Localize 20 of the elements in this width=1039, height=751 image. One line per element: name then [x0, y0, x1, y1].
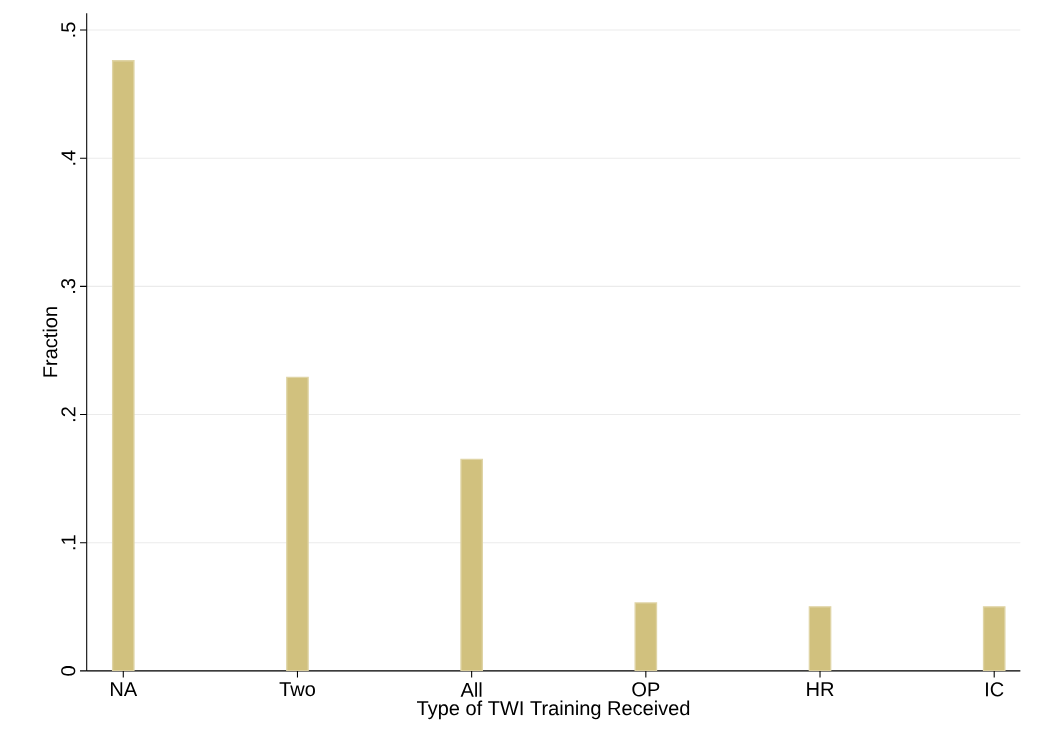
x-tick-label: All — [460, 682, 482, 697]
bar — [634, 602, 658, 671]
y-tick-label: 0 — [61, 666, 76, 676]
y-tick-label: .1 — [61, 535, 76, 550]
bar — [808, 606, 832, 671]
y-tick-label: .4 — [61, 150, 76, 165]
x-tick-label: HR — [807, 682, 834, 697]
bar — [460, 458, 483, 671]
y-tick-label: .3 — [61, 278, 76, 293]
x-tick-label: OP — [632, 682, 660, 697]
y-tick-label: .2 — [61, 407, 76, 422]
y-axis-title: Fraction — [42, 307, 58, 377]
bar — [111, 60, 135, 671]
x-tick-label: IC — [986, 682, 1004, 697]
x-tick-label: Two — [279, 682, 315, 697]
x-tick-label: NA — [111, 682, 138, 697]
bar — [286, 376, 309, 671]
bar — [982, 606, 1006, 671]
x-axis-title: Type of TWI Training Received — [417, 700, 690, 720]
y-tick-label: .5 — [61, 22, 76, 37]
